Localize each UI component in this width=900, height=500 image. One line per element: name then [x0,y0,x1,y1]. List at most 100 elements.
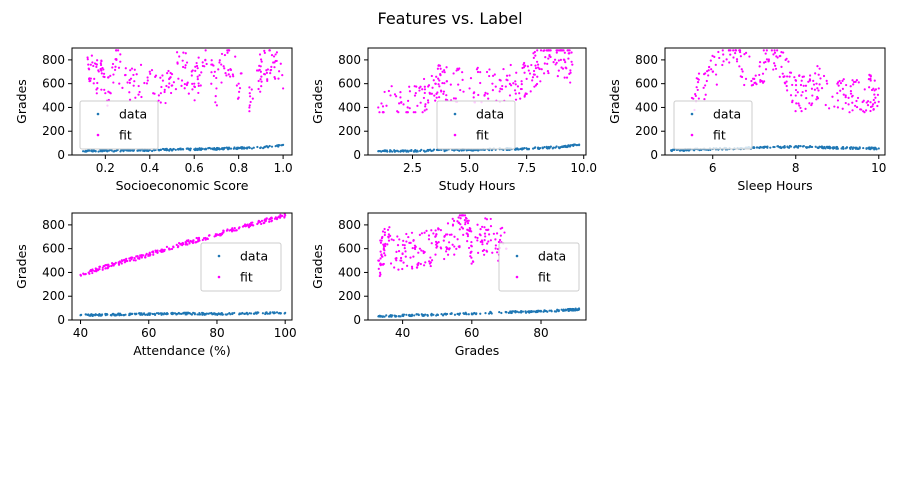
point-data [671,148,675,151]
point-data [458,149,461,152]
axes-frame [71,212,293,321]
point-fit [418,233,421,236]
point-fit [486,242,489,245]
point-fit [432,232,435,235]
point-fit [434,253,437,256]
point-fit [220,63,223,66]
point-fit [220,233,224,236]
point-fit [705,70,709,73]
point-fit [707,74,710,77]
point-fit [235,84,238,87]
point-fit [381,105,385,108]
point-fit [728,61,731,64]
point-fit [447,248,451,251]
point-fit [813,88,816,91]
y-tick-label: 0 [57,313,65,327]
point-fit [428,260,431,263]
point-fit [255,69,259,72]
point-fit [459,223,462,226]
point-fit [435,246,438,249]
point-data [187,312,190,315]
point-fit [279,62,282,65]
point-fit [764,52,767,55]
point-fit [485,70,489,74]
point-fit [204,236,207,240]
point-fit [422,77,426,81]
point-fit [565,76,569,79]
point-fit [193,99,196,102]
point-fit [421,88,424,91]
point-fit [845,83,848,87]
point-data [121,148,125,152]
point-fit [841,79,844,82]
point-fit [259,78,262,81]
point-data [436,313,439,316]
point-fit [182,65,185,69]
point-fit [269,72,272,75]
point-fit [443,234,446,238]
axes-frame [367,47,587,156]
point-data [490,148,493,152]
point-fit [137,93,140,96]
point-data [877,147,880,150]
point-fit [782,51,785,54]
point-fit [707,69,710,72]
point-fit [524,64,527,67]
point-fit [539,80,542,83]
point-fit [417,251,420,254]
point-data [533,310,537,313]
point-fit [408,241,411,245]
point-fit [101,66,104,70]
legend: data fit [498,242,580,292]
point-fit [248,86,251,89]
point-fit [88,80,91,83]
point-fit [217,68,220,71]
point-data [283,312,286,315]
point-fit [270,65,273,68]
point-data [520,148,524,151]
point-fit [807,80,810,83]
point-data [443,150,446,153]
point-data [427,148,431,152]
point-fit [424,103,427,106]
point-fit [494,85,497,88]
point-fit [562,58,566,61]
point-fit [852,83,855,86]
point-fit [423,91,426,95]
point-fit [260,75,263,78]
point-fit [144,255,147,259]
point-data [548,309,551,312]
point-fit [197,56,200,59]
point-data [226,148,230,151]
point-fit [402,239,405,242]
legend: data fit [200,242,282,292]
point-fit [696,88,699,92]
point-data [80,313,83,317]
point-fit [772,68,775,71]
point-fit [236,97,240,100]
point-fit [233,227,236,230]
point-data [782,146,785,149]
point-fit [764,68,768,71]
legend-marker-fit [453,133,457,137]
point-fit [184,52,187,55]
y-axis-label: Grades [14,79,29,124]
point-fit [817,73,820,76]
point-data [873,148,876,151]
point-fit [811,102,814,105]
point-fit [491,89,494,92]
point-fit [136,255,139,258]
point-fit [512,82,515,85]
point-fit [523,95,526,98]
point-fit [132,73,135,77]
point-fit [877,100,880,103]
y-tick-label: 800 [338,218,361,232]
point-fit [263,51,266,54]
point-data [519,310,522,314]
point-fit [779,54,782,58]
point-fit [457,83,460,86]
point-fit [851,79,854,82]
x-tick-label: 100 [274,326,297,340]
legend: data fit [79,100,159,150]
point-fit [538,67,541,70]
